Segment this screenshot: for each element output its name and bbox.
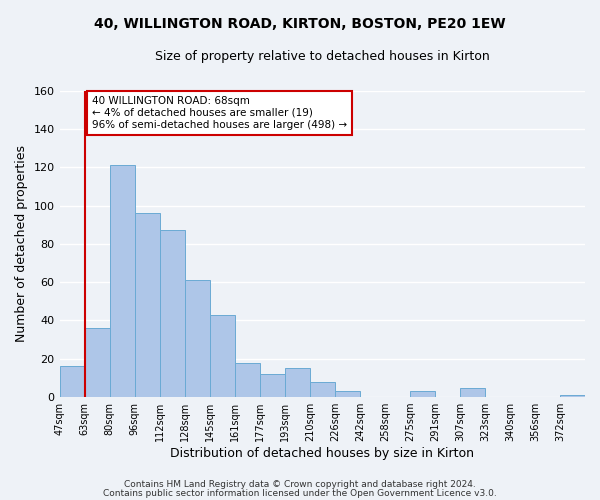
X-axis label: Distribution of detached houses by size in Kirton: Distribution of detached houses by size … bbox=[170, 447, 474, 460]
Bar bbox=[285, 368, 310, 397]
Text: 40, WILLINGTON ROAD, KIRTON, BOSTON, PE20 1EW: 40, WILLINGTON ROAD, KIRTON, BOSTON, PE2… bbox=[94, 18, 506, 32]
Bar bbox=[410, 392, 435, 397]
Title: Size of property relative to detached houses in Kirton: Size of property relative to detached ho… bbox=[155, 50, 490, 63]
Bar bbox=[134, 213, 160, 397]
Text: Contains public sector information licensed under the Open Government Licence v3: Contains public sector information licen… bbox=[103, 488, 497, 498]
Bar bbox=[335, 392, 360, 397]
Bar bbox=[59, 366, 85, 397]
Text: Contains HM Land Registry data © Crown copyright and database right 2024.: Contains HM Land Registry data © Crown c… bbox=[124, 480, 476, 489]
Bar bbox=[160, 230, 185, 397]
Bar bbox=[185, 280, 209, 397]
Bar bbox=[235, 362, 260, 397]
Bar bbox=[560, 395, 585, 397]
Bar bbox=[110, 166, 134, 397]
Bar bbox=[85, 328, 110, 397]
Bar bbox=[260, 374, 285, 397]
Bar bbox=[310, 382, 335, 397]
Bar bbox=[460, 388, 485, 397]
Y-axis label: Number of detached properties: Number of detached properties bbox=[15, 146, 28, 342]
Bar bbox=[209, 314, 235, 397]
Text: 40 WILLINGTON ROAD: 68sqm
← 4% of detached houses are smaller (19)
96% of semi-d: 40 WILLINGTON ROAD: 68sqm ← 4% of detach… bbox=[92, 96, 347, 130]
